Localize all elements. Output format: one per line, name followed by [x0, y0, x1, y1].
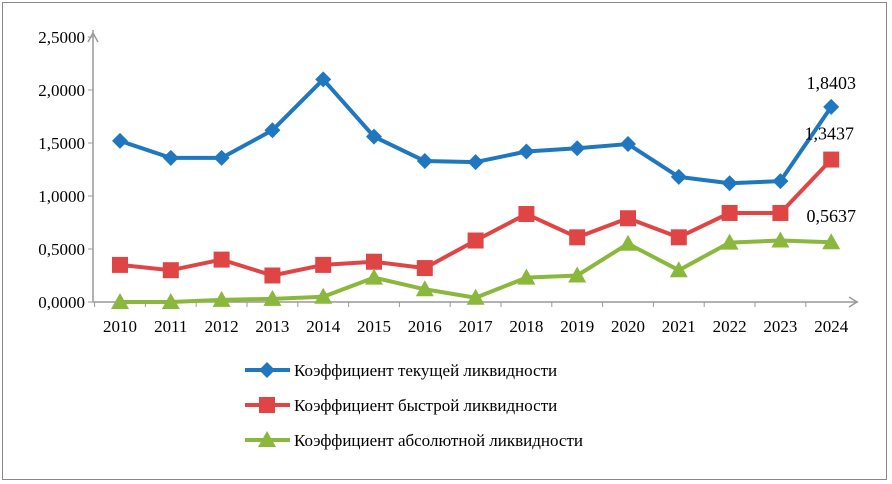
y-tick-label: 2,5000 — [38, 28, 85, 47]
data-point — [264, 267, 281, 284]
y-tick-label: 0,0000 — [38, 293, 85, 312]
x-tick-label: 2022 — [713, 317, 747, 336]
data-point — [569, 229, 586, 246]
x-tick-label: 2019 — [560, 317, 594, 336]
data-point — [619, 234, 637, 251]
x-tick-label: 2014 — [306, 317, 341, 336]
data-point — [568, 266, 587, 283]
data-point — [669, 261, 688, 278]
data-point — [517, 268, 536, 285]
data-point — [314, 287, 333, 304]
y-tick-label: 1,5000 — [38, 134, 85, 153]
x-tick-label: 2015 — [357, 317, 391, 336]
x-tick-label: 2012 — [205, 317, 239, 336]
x-axis-arrow — [848, 296, 859, 308]
data-point — [823, 98, 840, 115]
data-point — [112, 132, 128, 149]
data-point — [366, 253, 382, 270]
data-point — [670, 229, 687, 246]
data-point — [569, 140, 586, 157]
legend-marker — [259, 362, 275, 378]
data-point — [772, 173, 789, 190]
x-tick-label: 2018 — [509, 317, 543, 336]
legend-label: Коэффициент текущей ликвидности — [294, 361, 557, 380]
legend-marker — [259, 397, 275, 413]
data-point — [162, 149, 179, 166]
data-point — [720, 233, 739, 250]
data-point — [263, 289, 282, 306]
data-point — [162, 262, 179, 279]
data-point — [416, 153, 433, 170]
data-point — [365, 268, 383, 285]
data-point — [823, 151, 840, 168]
data-label: 0,5637 — [806, 206, 856, 226]
data-point — [213, 251, 230, 268]
x-tick-label: 2010 — [103, 317, 137, 336]
data-point — [315, 71, 332, 88]
data-point — [518, 206, 535, 223]
chart-frame — [2, 2, 887, 480]
legend-label: Коэффициент абсолютной ликвидности — [294, 431, 583, 450]
legend-marker — [258, 431, 276, 447]
data-point — [670, 168, 687, 185]
data-point — [415, 280, 434, 297]
y-axis-arrow — [87, 31, 99, 43]
data-point — [111, 293, 129, 309]
x-tick-label: 2023 — [763, 317, 797, 336]
data-label: 1,3437 — [804, 124, 854, 144]
x-tick-label: 2017 — [459, 317, 494, 336]
data-point — [772, 204, 789, 221]
legend-label: Коэффициент быстрой ликвидности — [294, 396, 557, 415]
x-tick-label: 2021 — [662, 317, 696, 336]
data-point — [467, 232, 484, 249]
data-point — [721, 175, 738, 192]
data-point — [366, 128, 382, 145]
x-tick-label: 2016 — [408, 317, 442, 336]
x-tick-label: 2013 — [255, 317, 289, 336]
data-label: 1,8403 — [806, 73, 856, 93]
x-tick-label: 2011 — [154, 317, 187, 336]
data-point — [161, 293, 180, 309]
data-point — [212, 290, 231, 307]
x-tick-label: 2024 — [814, 317, 849, 336]
data-point — [771, 231, 790, 248]
data-point — [822, 233, 841, 250]
data-point — [264, 122, 281, 139]
y-tick-label: 2,0000 — [38, 81, 85, 100]
data-point — [467, 154, 484, 171]
data-point — [315, 256, 332, 273]
data-point — [213, 149, 230, 166]
y-tick-label: 1,0000 — [38, 187, 85, 206]
x-tick-label: 2020 — [611, 317, 645, 336]
data-point — [620, 210, 636, 227]
data-point — [721, 204, 738, 221]
data-point — [466, 288, 485, 305]
data-point — [416, 260, 433, 277]
data-point — [112, 256, 128, 273]
data-point — [620, 136, 636, 153]
y-tick-label: 0,5000 — [38, 240, 85, 259]
data-point — [518, 143, 535, 160]
